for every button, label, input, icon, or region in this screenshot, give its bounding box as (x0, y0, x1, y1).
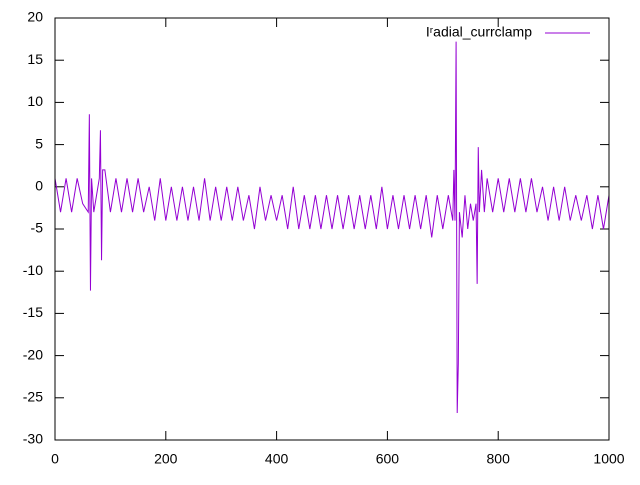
x-tick-label: 400 (265, 451, 289, 467)
y-tick-label: -10 (23, 262, 43, 278)
data-line (54, 41, 610, 414)
y-tick-label: 5 (35, 135, 43, 151)
y-tick-label: -15 (23, 304, 43, 320)
x-tick-label: 200 (154, 451, 178, 467)
y-tick-label: 0 (35, 178, 43, 194)
y-tick-label: -5 (31, 220, 44, 236)
x-tick-label: 0 (51, 451, 59, 467)
legend-label: Iʳadial_currclamp (426, 24, 532, 40)
x-tick-label: 1000 (593, 451, 624, 467)
y-tick-label: -25 (23, 389, 43, 405)
x-tick-label: 800 (487, 451, 511, 467)
plot-border (54, 17, 610, 441)
x-tick-label: 600 (376, 451, 400, 467)
y-tick-label: 20 (27, 9, 43, 25)
y-tick-label: 10 (27, 93, 43, 109)
y-tick-label: -20 (23, 346, 43, 362)
y-tick-label: 15 (27, 51, 43, 67)
y-tick-label: -30 (23, 431, 43, 447)
